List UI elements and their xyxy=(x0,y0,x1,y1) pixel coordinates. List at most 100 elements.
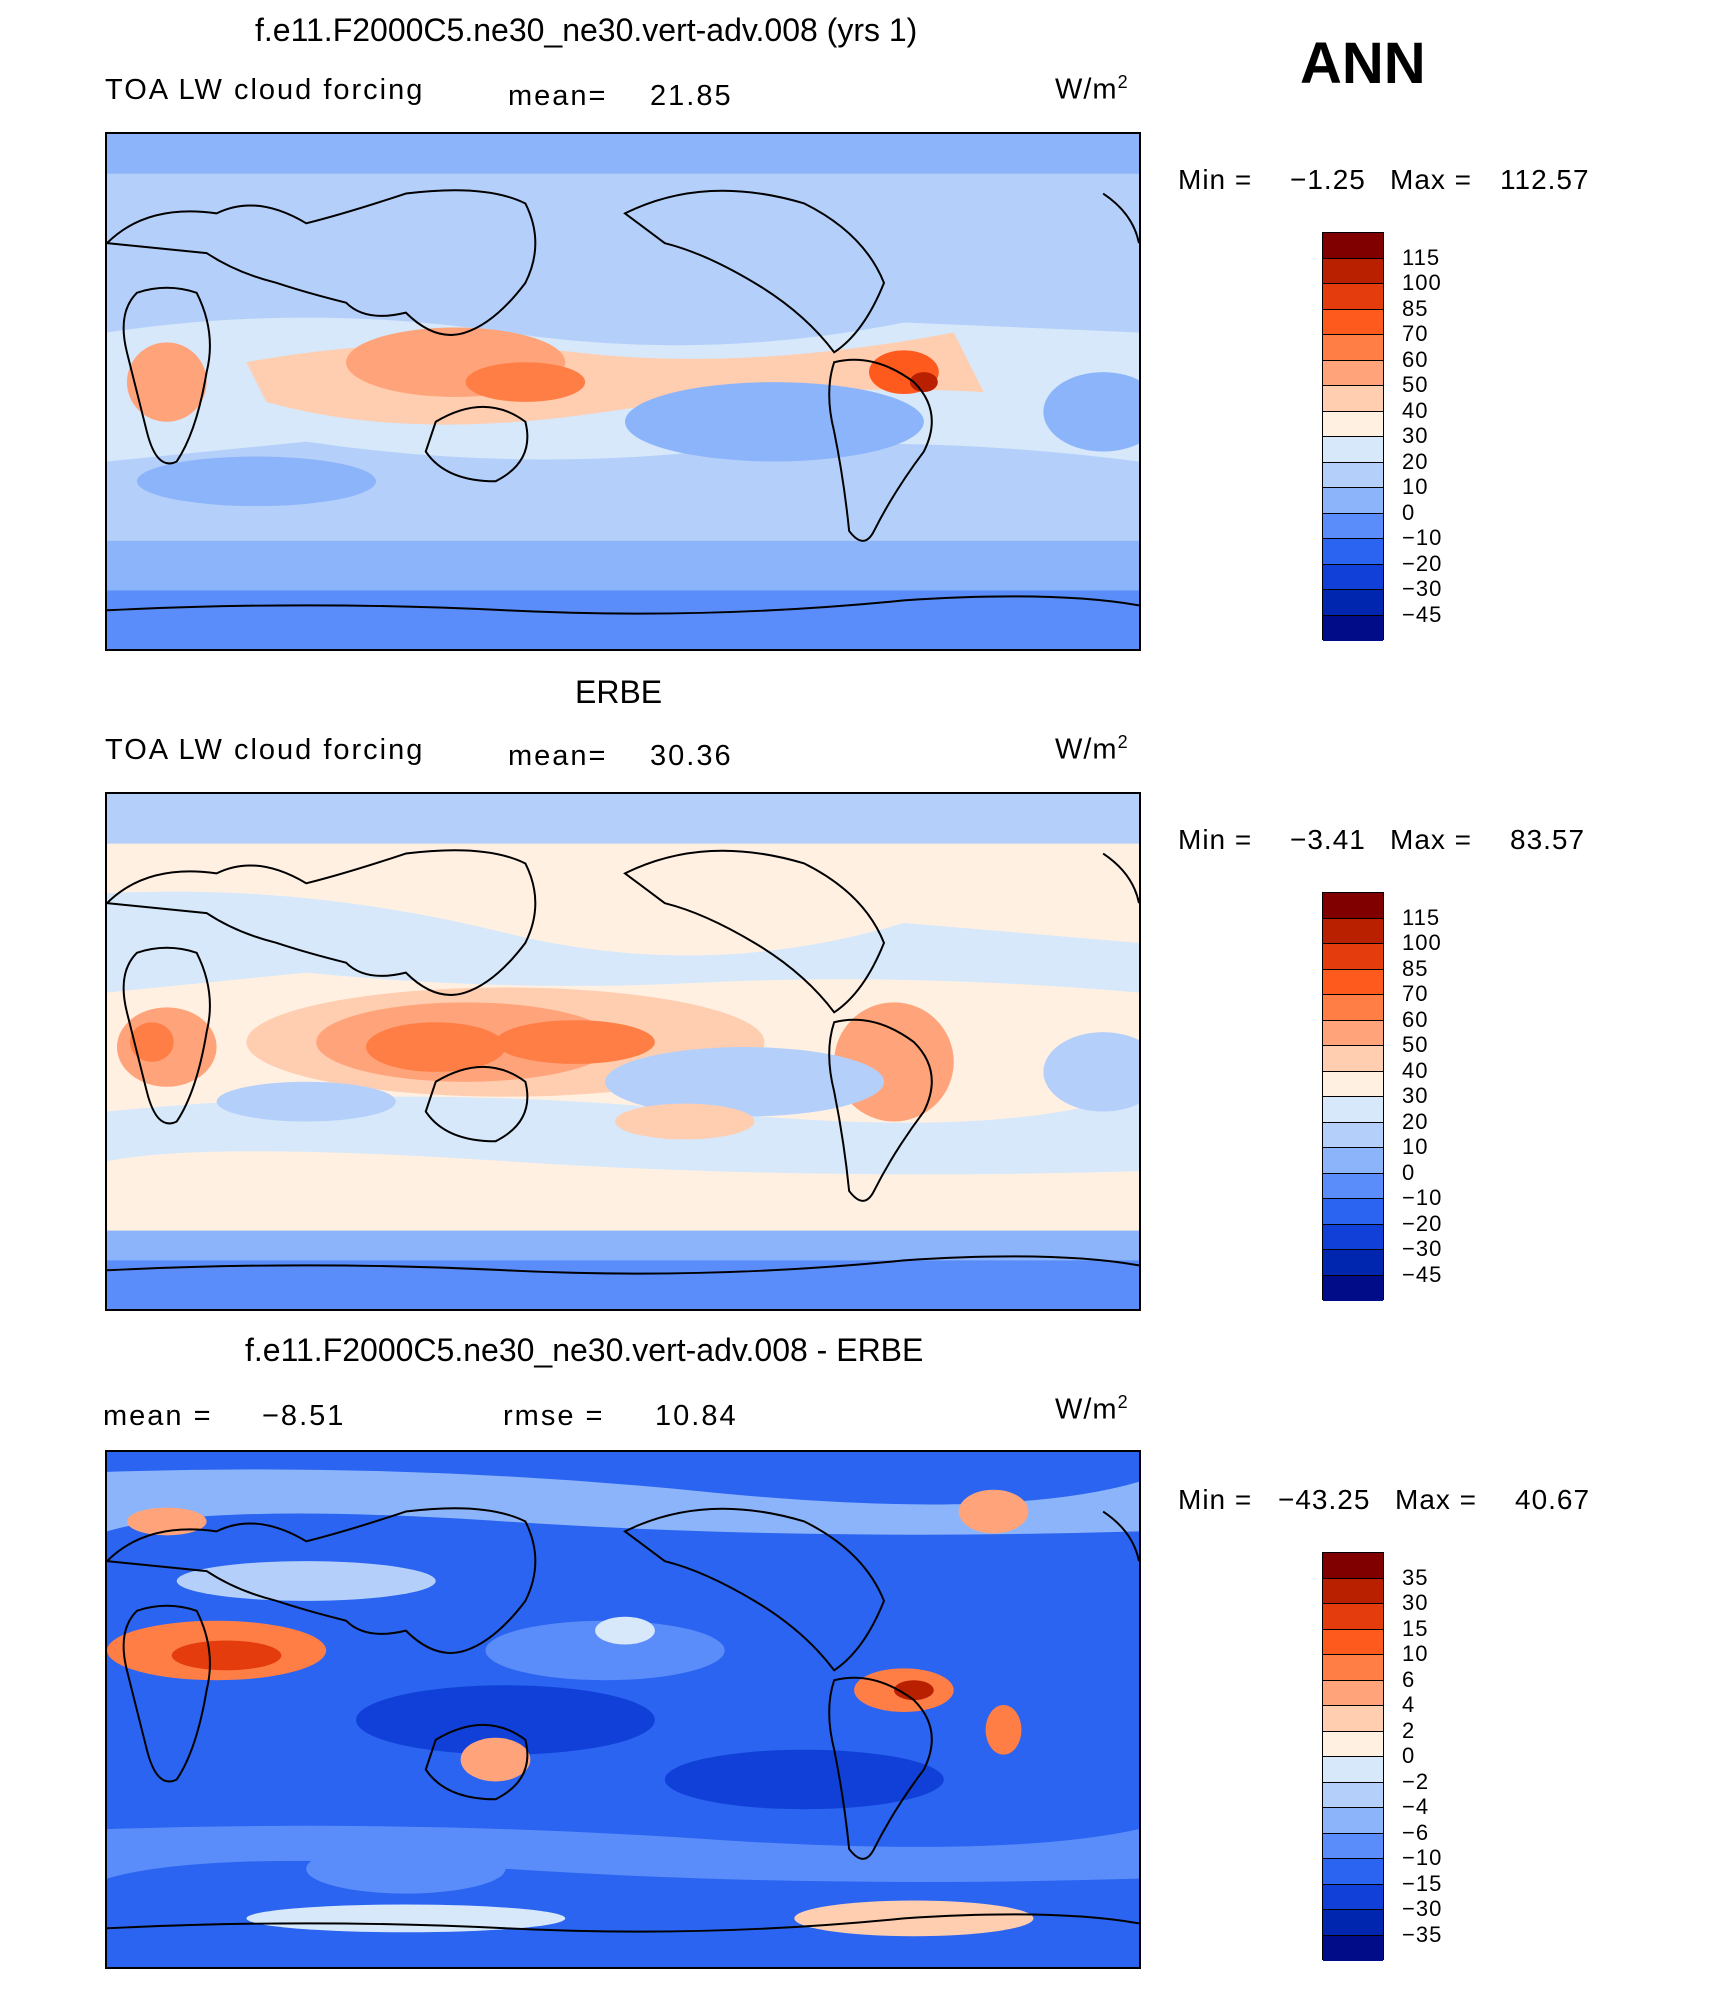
colorbar-swatch xyxy=(1323,1071,1383,1097)
colorbar-tick-label: 30 xyxy=(1402,1083,1429,1108)
colorbar-tick-label: −30 xyxy=(1402,1236,1443,1261)
colorbar-tick-label: 15 xyxy=(1402,1615,1429,1641)
panel-3-mean-value: −8.51 xyxy=(262,1400,346,1432)
panel-2-max-value: 83.57 xyxy=(1510,824,1586,855)
panel-1-min-label: Min = xyxy=(1178,164,1253,195)
colorbar-tick-label: 60 xyxy=(1402,1006,1429,1032)
colorbar-swatch xyxy=(1323,411,1383,437)
colorbar-swatch xyxy=(1323,258,1383,284)
colorbar-swatch xyxy=(1323,1935,1383,1961)
colorbar-swatch xyxy=(1323,360,1383,386)
colorbar-swatch xyxy=(1323,1122,1383,1148)
colorbar-swatch xyxy=(1323,1275,1383,1301)
colorbar-tick-label: 40 xyxy=(1402,1057,1429,1083)
panel-2-mean-value: 30.36 xyxy=(650,740,733,772)
colorbar-tick-label: 115 xyxy=(1402,904,1441,930)
panel-1-colorbar xyxy=(1322,232,1384,641)
colorbar-swatch xyxy=(1323,1046,1383,1072)
panel-3-rmse-label: rmse = xyxy=(503,1400,605,1432)
colorbar-swatch xyxy=(1323,1250,1383,1276)
colorbar-swatch xyxy=(1323,1782,1383,1808)
colorbar-tick-label: 0 xyxy=(1402,1159,1416,1185)
colorbar-tick-label: 4 xyxy=(1402,1692,1416,1717)
colorbar-swatch xyxy=(1323,1629,1383,1655)
colorbar-tick-label: 85 xyxy=(1402,955,1429,981)
colorbar-tick-label: 30 xyxy=(1402,1590,1429,1615)
colorbar-swatch xyxy=(1323,1224,1383,1250)
colorbar-tick-label: 2 xyxy=(1402,1717,1416,1743)
colorbar-tick-label: 70 xyxy=(1402,321,1429,346)
panel-2-mean-label: mean= xyxy=(508,740,608,772)
panel-2-min-value: −3.41 xyxy=(1290,824,1366,855)
colorbar-tick-label: −30 xyxy=(1402,576,1443,601)
panel-3-mean-label: mean = xyxy=(103,1400,213,1432)
colorbar-swatch xyxy=(1323,564,1383,590)
colorbar-tick-label: 50 xyxy=(1402,372,1429,397)
colorbar-swatch xyxy=(1323,1148,1383,1174)
colorbar-swatch xyxy=(1323,1731,1383,1757)
panel-2-colorbar xyxy=(1322,892,1384,1301)
colorbar-tick-label: 100 xyxy=(1402,270,1442,295)
colorbar-swatch xyxy=(1323,513,1383,539)
colorbar-swatch xyxy=(1323,893,1383,919)
panel-2-map xyxy=(105,792,1141,1311)
colorbar-tick-label: 6 xyxy=(1402,1666,1416,1692)
colorbar-swatch xyxy=(1323,539,1383,565)
colorbar-swatch xyxy=(1323,1757,1383,1783)
colorbar-swatch xyxy=(1323,1833,1383,1859)
colorbar-tick-label: 10 xyxy=(1402,1641,1429,1666)
colorbar-tick-label: −20 xyxy=(1402,1210,1443,1236)
colorbar-tick-label: −20 xyxy=(1402,550,1443,576)
panel-1-mean-label: mean= xyxy=(508,80,608,112)
colorbar-swatch xyxy=(1323,1910,1383,1936)
colorbar-swatch xyxy=(1323,1706,1383,1732)
colorbar-swatch xyxy=(1323,437,1383,463)
colorbar-swatch xyxy=(1323,1604,1383,1630)
panel-1-map xyxy=(105,132,1141,651)
colorbar-tick-label: −35 xyxy=(1402,1921,1443,1947)
panel-2-variable-label: TOA LW cloud forcing xyxy=(105,734,425,766)
panel-3-max-label: Max = xyxy=(1395,1484,1478,1515)
panel-2-units: W/m2 xyxy=(1055,732,1129,766)
colorbar-tick-label: 10 xyxy=(1402,474,1429,499)
colorbar-tick-label: −15 xyxy=(1402,1870,1443,1896)
colorbar-swatch xyxy=(1323,1859,1383,1885)
panel-3-colorbar xyxy=(1322,1552,1384,1961)
colorbar-swatch xyxy=(1323,1655,1383,1681)
colorbar-tick-label: 60 xyxy=(1402,346,1429,372)
colorbar-tick-label: −10 xyxy=(1402,1845,1443,1870)
colorbar-tick-label: 0 xyxy=(1402,499,1416,525)
colorbar-swatch xyxy=(1323,488,1383,514)
colorbar-tick-label: 70 xyxy=(1402,981,1429,1006)
panel-1-max-label: Max = xyxy=(1390,164,1473,195)
colorbar-swatch xyxy=(1323,615,1383,641)
panel-2-max-label: Max = xyxy=(1390,824,1473,855)
panel-3-min-value: −43.25 xyxy=(1278,1484,1371,1515)
colorbar-swatch xyxy=(1323,335,1383,361)
panel-2-title: ERBE xyxy=(575,674,663,710)
colorbar-swatch xyxy=(1323,1884,1383,1910)
colorbar-tick-label: 100 xyxy=(1402,930,1442,955)
colorbar-tick-label: −30 xyxy=(1402,1896,1443,1921)
colorbar-tick-label: 30 xyxy=(1402,423,1429,448)
panel-3-min-label: Min = xyxy=(1178,1484,1253,1515)
colorbar-tick-label: −2 xyxy=(1402,1768,1430,1794)
panel-1-min-value: −1.25 xyxy=(1290,164,1366,195)
colorbar-swatch xyxy=(1323,944,1383,970)
colorbar-tick-label: −4 xyxy=(1402,1794,1430,1819)
colorbar-tick-label: 10 xyxy=(1402,1134,1429,1159)
colorbar-swatch xyxy=(1323,309,1383,335)
colorbar-swatch xyxy=(1323,918,1383,944)
panel-1-title: f.e11.F2000C5.ne30_ne30.vert-adv.008 (yr… xyxy=(255,12,918,48)
colorbar-tick-label: 85 xyxy=(1402,295,1429,321)
panel-1-variable-label: TOA LW cloud forcing xyxy=(105,74,425,106)
colorbar-tick-label: 50 xyxy=(1402,1032,1429,1057)
colorbar-tick-label: −10 xyxy=(1402,525,1443,550)
panel-1-mean-value: 21.85 xyxy=(650,80,733,112)
colorbar-swatch xyxy=(1323,590,1383,616)
panel-2-min-label: Min = xyxy=(1178,824,1253,855)
panel-3-title: f.e11.F2000C5.ne30_ne30.vert-adv.008 - E… xyxy=(245,1332,924,1368)
colorbar-swatch xyxy=(1323,386,1383,412)
colorbar-tick-label: 0 xyxy=(1402,1743,1416,1768)
colorbar-swatch xyxy=(1323,233,1383,259)
